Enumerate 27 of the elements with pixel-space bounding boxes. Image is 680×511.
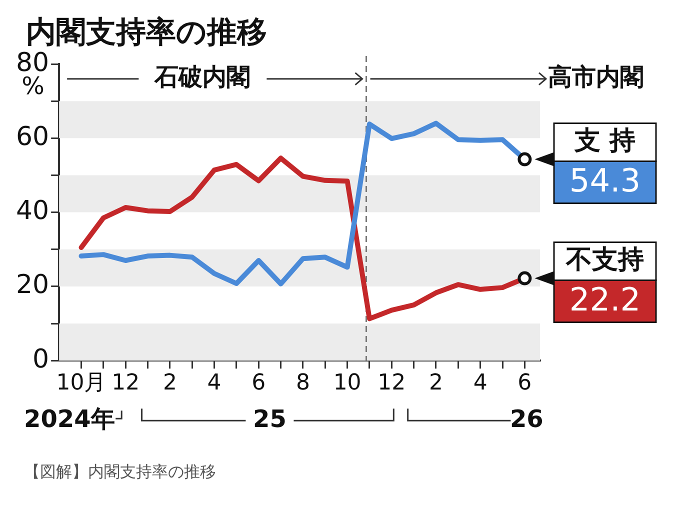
- annotation: 石破内閣: [154, 63, 251, 92]
- data-label: 54.3: [569, 162, 641, 200]
- y-tick-label: 60: [16, 122, 50, 152]
- text: 2024年: [24, 404, 115, 433]
- text: 【図解】内閣支持率の推移: [24, 462, 216, 481]
- x-tick-label: 10月: [56, 370, 106, 396]
- x-tick-label: 12: [378, 370, 406, 396]
- x-tick-label: 4: [207, 370, 222, 396]
- x-tick-label: 4: [473, 370, 488, 396]
- x-tick-label: 2: [162, 370, 177, 396]
- x-tick-label: 8: [296, 370, 310, 396]
- x-tick-label: 12: [112, 370, 140, 396]
- y-tick-label: 0: [32, 344, 50, 374]
- x-tick-label: 2: [429, 370, 443, 396]
- y-tick-label: 40: [16, 196, 50, 226]
- x-tick-label: 6: [518, 370, 532, 396]
- x-tick-label: 6: [252, 370, 266, 396]
- text: 26: [510, 404, 544, 433]
- series-label: 支 持: [573, 126, 636, 156]
- y-tick-label: 20: [16, 270, 50, 300]
- series-label: 不支持: [565, 245, 644, 276]
- data-label: 22.2: [569, 280, 641, 319]
- chart-title: 内閣支持率の推移: [26, 15, 267, 50]
- text: 25: [253, 404, 286, 433]
- y-axis-title: %: [22, 72, 44, 100]
- x-tick-label: 10: [333, 370, 362, 396]
- annotation: 高市内閣: [548, 63, 644, 92]
